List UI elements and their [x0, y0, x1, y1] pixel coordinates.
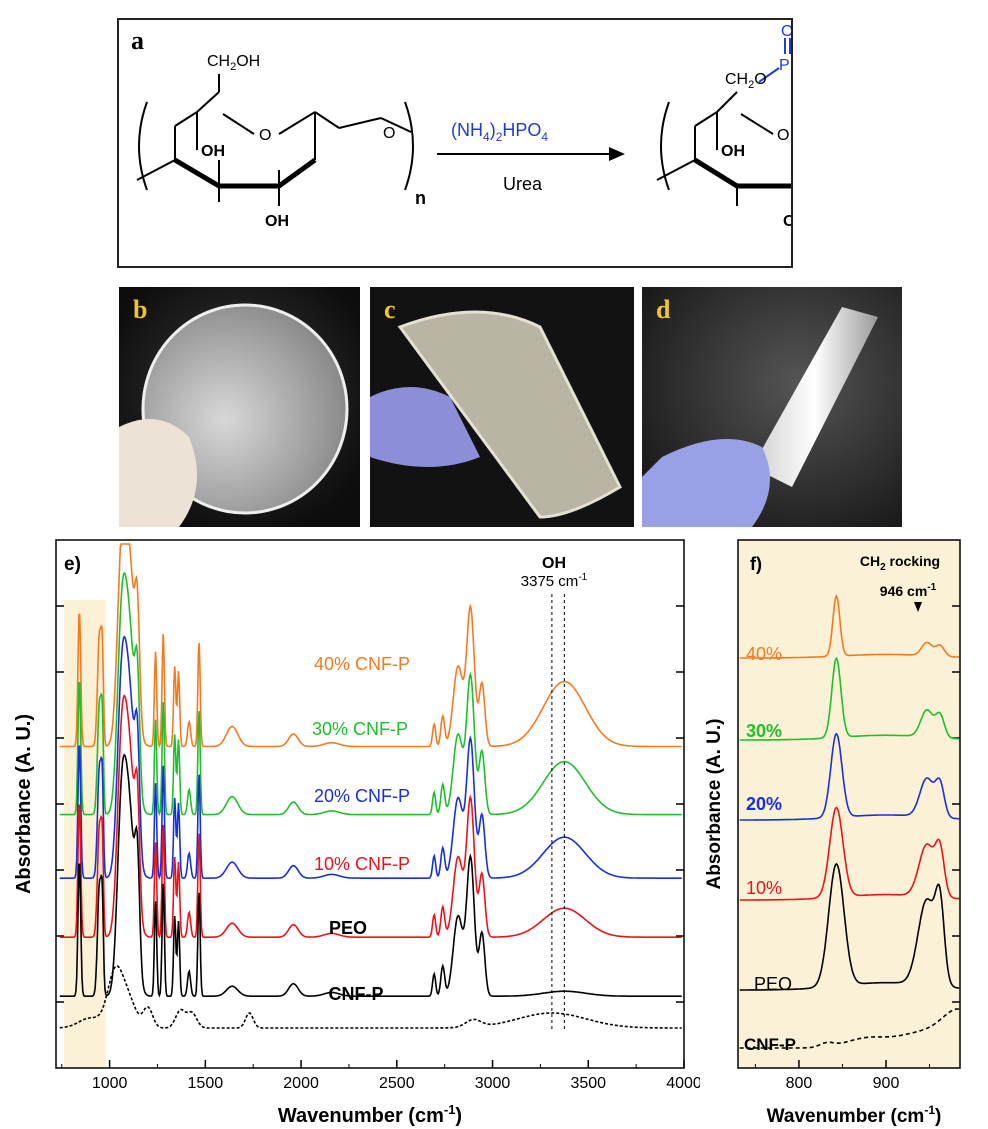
spectra-e [59, 543, 682, 1029]
oh-annotation-lines [551, 594, 565, 1030]
x-tick-label-e: 1000 [92, 1075, 128, 1092]
reaction-scheme-svg: CH2OH O OH OH O n (NH4)2HPO4 Urea CH2O P… [136, 23, 942, 230]
panel-f-label: f) [750, 554, 762, 574]
ftir-chart-f: 800 900 f) CH2 rocking 946 cm-1 40% 30% 2… [704, 539, 961, 1127]
photo-d: d [642, 287, 902, 527]
x-tick-label-f: 800 [786, 1075, 813, 1092]
photo-c: c [370, 287, 634, 527]
photo-b: b [119, 287, 360, 527]
f-series-label-cnfp: CNF-P [744, 1035, 796, 1054]
series-label-peo: PEO [329, 918, 367, 938]
photo-b-label: b [133, 295, 148, 324]
x-tick-label-e: 3500 [570, 1075, 606, 1092]
f-series-label-peo: PEO [754, 974, 792, 994]
photo-d-image [642, 287, 902, 527]
series-label-40: 40% CNF-P [314, 654, 410, 674]
left-oh-upper: OH [201, 143, 225, 160]
spectra-f [739, 594, 960, 1049]
photo-c-label: c [384, 295, 396, 324]
left-oh-lower: OH [265, 213, 289, 230]
f-series-label-10: 10% [746, 878, 782, 898]
left-bracket-open [138, 101, 148, 191]
f-spectrum-cnf-p [739, 1008, 960, 1049]
ch2-annotation-value: 946 cm-1 [880, 582, 937, 599]
f-spectrum-30- [739, 656, 960, 741]
spectrum-cnf-p [59, 965, 682, 1029]
right-bracket-open [660, 101, 670, 191]
spectrum-40-cnf-p [59, 543, 682, 749]
y-axis-label-e: Absorbance (A. U.) [13, 714, 35, 894]
left-bracket-close [404, 101, 414, 191]
x-ticks-e: 1000 1500 2000 2500 3000 3500 4000 [61, 1060, 700, 1092]
f-spectrum-40- [739, 594, 960, 659]
x-tick-label-e: 4000 [666, 1075, 700, 1092]
plot-area-f [738, 540, 960, 1068]
spectrum-peo [59, 753, 682, 998]
photo-c-image [370, 287, 634, 527]
left-chain-o: O [383, 125, 395, 142]
y-ticks-e [56, 605, 684, 1003]
x-tick-label-f: 900 [873, 1075, 900, 1092]
oh-annotation-value: 3375 cm-1 [521, 572, 588, 590]
spectrum-20-cnf-p [59, 635, 682, 880]
x-axis-label-f: Wavenumber (cm-1) [767, 1103, 942, 1127]
x-tick-label-e: 2500 [379, 1075, 415, 1092]
photo-d-label: d [656, 295, 671, 324]
series-label-10: 10% CNF-P [314, 854, 410, 874]
f-spectrum-10- [739, 806, 960, 901]
x-ticks-f: 800 900 [754, 1060, 931, 1092]
x-tick-label-e: 2000 [283, 1075, 319, 1092]
series-label-cnfp: CNF-P [329, 984, 384, 1004]
right-ch2o: CH2O [725, 71, 767, 91]
x-tick-label-e: 3000 [475, 1075, 511, 1092]
f-series-label-30: 30% [746, 721, 782, 741]
reaction-arrow-head [609, 147, 625, 161]
series-label-30: 30% CNF-P [312, 719, 408, 739]
spectrum-30-cnf-p [59, 571, 682, 817]
f-spectrum-peo [739, 862, 960, 991]
x-tick-label-e: 1500 [188, 1075, 224, 1092]
panel-a-label: a [131, 26, 144, 55]
panel-e-label: e) [64, 554, 81, 575]
oh-annotation-title: OH [542, 555, 566, 572]
left-ch2oh: CH2OH [207, 53, 260, 73]
reaction-scheme-panel: a [117, 18, 942, 268]
photo-b-image [119, 287, 360, 527]
spectrum-10-cnf-p [59, 694, 682, 939]
ftir-chart-e: 1000 1500 2000 2500 3000 3500 4000 e) OH 3375 … [13, 539, 700, 1127]
phosphate-o: O [781, 23, 791, 40]
f-series-label-20: 20% [746, 794, 782, 814]
y-axis-label-f: Absorbance (A. U.) [704, 718, 725, 889]
ch2-annotation-title: CH2 rocking [860, 553, 940, 573]
series-label-20: 20% CNF-P [314, 786, 410, 806]
left-repeat-n: n [415, 188, 426, 208]
condition-label: Urea [503, 174, 543, 194]
right-oh-upper: OH [721, 143, 745, 160]
reagent-label: (NH4)2HPO4 [451, 120, 548, 144]
x-axis-label-e: Wavenumber (cm-1) [278, 1102, 462, 1127]
right-ring-o: O [777, 127, 789, 144]
f-series-label-40: 40% [746, 644, 782, 664]
phosphorus-label: P [779, 57, 790, 74]
right-oh-lower: OH [783, 213, 791, 230]
f-spectrum-20- [739, 732, 960, 821]
left-ring-o: O [259, 127, 271, 144]
ch2-rocking-marker [914, 602, 922, 612]
